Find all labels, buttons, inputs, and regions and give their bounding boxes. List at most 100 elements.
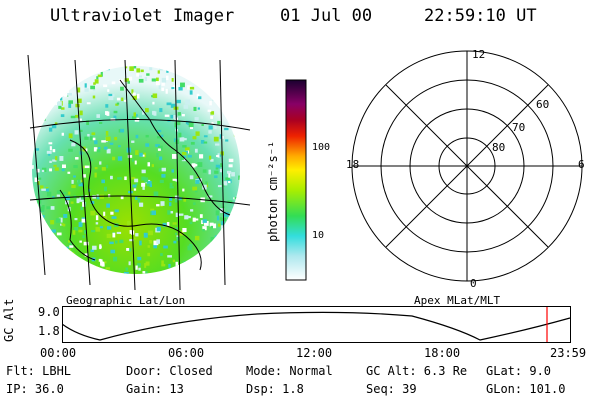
speckle-dot xyxy=(234,196,240,200)
speckle-dot xyxy=(152,93,158,99)
status-dsp: Dsp: 1.8 xyxy=(246,382,304,396)
geographic-caption: Geographic Lat/Lon xyxy=(66,294,186,307)
speckle-dot xyxy=(41,99,47,104)
speckle-dot xyxy=(113,115,117,121)
speckle-dot xyxy=(245,109,248,112)
speckle-dot xyxy=(67,72,73,78)
speckle-dot xyxy=(58,105,62,109)
timeline-xtick-2359: 23:59 xyxy=(550,346,587,360)
speckle-dot xyxy=(139,240,142,246)
speckle-dot xyxy=(70,265,74,269)
speckle-dot xyxy=(131,177,136,180)
speckle-dot xyxy=(69,73,74,76)
speckle-dot xyxy=(67,249,71,254)
speckle-dot xyxy=(99,121,103,124)
speckle-dot xyxy=(55,102,59,106)
status-door: Door: Closed xyxy=(126,364,213,378)
speckle-dot xyxy=(90,249,95,253)
speckle-dot xyxy=(135,265,138,270)
speckle-dot xyxy=(95,271,99,274)
speckle-dot xyxy=(161,174,166,178)
speckle-dot xyxy=(151,210,156,216)
speckle-dot xyxy=(195,179,200,184)
speckle-dot xyxy=(205,181,208,186)
speckle-dot xyxy=(242,222,247,226)
speckle-dot xyxy=(98,258,102,262)
mlt-label-18: 18 xyxy=(346,158,360,171)
speckle-dot xyxy=(204,74,209,77)
speckle-dot xyxy=(156,77,159,82)
speckle-dot xyxy=(131,89,134,94)
speckle-dot xyxy=(194,148,198,153)
colorbar-unit-label: photon cm⁻²s⁻¹ xyxy=(266,140,280,242)
speckle-dot xyxy=(162,222,167,227)
speckle-dot xyxy=(39,185,44,189)
speckle-dot xyxy=(157,148,161,151)
speckle-dot xyxy=(144,77,148,82)
speckle-dot xyxy=(47,76,51,80)
speckle-dot xyxy=(212,253,218,258)
speckle-dot xyxy=(210,236,215,242)
speckle-dot xyxy=(92,88,96,92)
speckle-dot xyxy=(151,78,156,82)
speckle-dot xyxy=(33,89,37,94)
speckle-dot xyxy=(117,156,123,161)
speckle-dot xyxy=(194,164,198,167)
speckle-dot xyxy=(91,132,96,136)
speckle-dot xyxy=(42,66,47,69)
speckle-dot xyxy=(208,130,212,134)
speckle-dot xyxy=(232,81,236,84)
speckle-dot xyxy=(131,116,137,119)
speckle-dot xyxy=(220,225,224,230)
speckle-dot xyxy=(180,82,185,88)
speckle-dot xyxy=(189,221,193,225)
speckle-dot xyxy=(35,99,40,103)
speckle-dot xyxy=(159,67,163,71)
speckle-dot xyxy=(176,236,180,241)
speckle-dot xyxy=(157,70,160,74)
speckle-dot xyxy=(210,79,213,83)
speckle-dot xyxy=(55,156,58,161)
speckle-dot xyxy=(92,137,96,141)
speckle-dot xyxy=(96,114,100,118)
speckle-dot xyxy=(80,195,85,200)
timeline-xtick-1800: 18:00 xyxy=(424,346,461,360)
speckle-dot xyxy=(146,181,152,186)
speckle-dot xyxy=(77,179,81,185)
speckle-dot xyxy=(68,271,73,274)
speckle-dot xyxy=(171,169,175,173)
speckle-dot xyxy=(83,165,86,169)
speckle-dot xyxy=(115,240,118,244)
speckle-dot xyxy=(161,167,166,172)
speckle-dot xyxy=(227,200,233,203)
speckle-dot xyxy=(49,146,52,151)
speckle-dot xyxy=(233,197,236,200)
speckle-dot xyxy=(143,232,148,238)
speckle-dot xyxy=(153,244,158,249)
speckle-dot xyxy=(192,136,197,140)
speckle-dot xyxy=(182,188,185,192)
speckle-dot xyxy=(164,114,170,117)
speckle-dot xyxy=(135,182,138,186)
speckle-dot xyxy=(144,263,147,268)
speckle-dot xyxy=(202,264,206,269)
speckle-dot xyxy=(145,143,150,147)
speckle-dot xyxy=(171,153,177,159)
speckle-dot xyxy=(217,97,220,103)
speckle-dot xyxy=(102,273,108,274)
speckle-dot xyxy=(158,168,162,172)
speckle-dot xyxy=(243,240,246,244)
speckle-dot xyxy=(180,155,184,161)
speckle-dot xyxy=(53,88,57,93)
speckle-dot xyxy=(95,227,101,232)
speckle-dot xyxy=(189,175,194,180)
speckle-dot xyxy=(94,266,99,269)
speckle-dot xyxy=(198,270,202,274)
speckle-dot xyxy=(129,66,134,71)
speckle-dot xyxy=(133,66,137,69)
speckle-dot xyxy=(141,176,146,181)
speckle-dot xyxy=(34,177,40,183)
speckle-dot xyxy=(127,81,130,84)
speckle-dot xyxy=(207,195,213,198)
speckle-dot xyxy=(137,256,142,261)
